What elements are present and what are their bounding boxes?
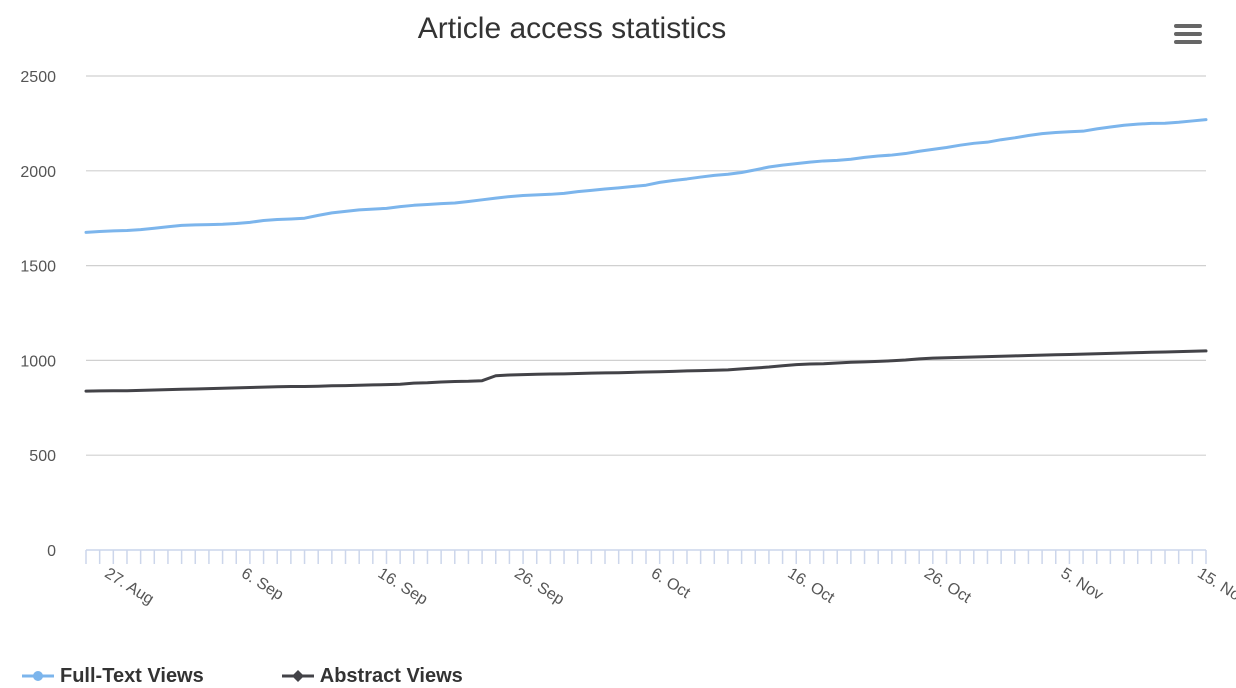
y-axis-labels: 0 500 1000 1500 2000 2500 <box>20 69 56 560</box>
series-lines <box>84 118 1208 393</box>
y-tick-label: 1500 <box>20 259 56 276</box>
hamburger-menu-icon <box>1174 24 1202 28</box>
x-tick-label: 6. Sep <box>238 565 286 604</box>
x-tick-label: 26. Oct <box>921 565 974 607</box>
chart-menu-button[interactable] <box>1170 18 1206 50</box>
y-tick-label: 500 <box>29 448 56 465</box>
hamburger-menu-icon <box>1174 40 1202 44</box>
x-axis <box>85 549 1207 564</box>
x-tick-label: 5. Nov <box>1058 565 1106 604</box>
x-axis-labels: 27. Aug 6. Sep 16. Sep 26. Sep 6. Oct 16. Oct… <box>102 565 1236 609</box>
x-tick-label: 26. Sep <box>511 565 567 609</box>
x-tick-label: 6. Oct <box>648 565 694 602</box>
x-tick-label: 15. Nov <box>1194 565 1236 609</box>
y-tick-label: 0 <box>47 543 56 560</box>
grid-lines <box>86 75 1206 456</box>
legend-diamond-icon <box>281 670 314 682</box>
x-tick-label: 16. Sep <box>375 565 431 609</box>
legend-item-abstract-views[interactable]: Abstract Views <box>281 664 463 688</box>
y-tick-label: 2500 <box>20 69 56 86</box>
series-line-abstract-views <box>84 349 1208 393</box>
chart-legend: Full-Text Views Abstract Views <box>22 664 541 688</box>
x-tick-label: 16. Oct <box>784 565 837 607</box>
y-tick-label: 2000 <box>20 164 56 181</box>
y-tick-label: 1000 <box>20 353 56 370</box>
hamburger-menu-icon <box>1174 32 1202 36</box>
legend-circle-icon <box>22 671 54 681</box>
series-line-full-text-views <box>84 118 1208 234</box>
x-tick-label: 27. Aug <box>102 565 157 608</box>
legend-item-full-text-views[interactable]: Full-Text Views <box>22 665 204 688</box>
chart-title: Article access statistics <box>418 12 726 45</box>
legend-label: Abstract Views <box>319 664 463 687</box>
legend-label: Full-Text Views <box>60 664 204 687</box>
